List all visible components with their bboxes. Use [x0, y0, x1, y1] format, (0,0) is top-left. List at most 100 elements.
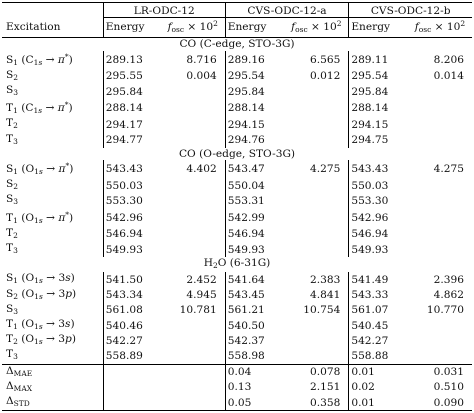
- table-row: S3 553.30 553.31 553.30: [2, 193, 472, 209]
- excitation-label: S3: [6, 302, 19, 316]
- table-row: T3 294.77 294.76 294.75: [2, 132, 472, 148]
- lr-fosc-cell: [161, 242, 225, 257]
- excitation-label: S2 (O1s → 3p): [6, 287, 77, 301]
- lr-energy-cell: 295.55: [102, 68, 161, 85]
- cvs-b-energy-cell: 295.54: [348, 68, 408, 85]
- lr-fosc-cell: [161, 193, 225, 208]
- cvs-a-fosc-cell: [284, 133, 348, 148]
- cvs-b-energy-cell: 549.93: [348, 242, 408, 258]
- cvs-b-fosc-cell: 0.090: [433, 396, 464, 409]
- cvs-b-energy-cell: 295.84: [348, 84, 408, 100]
- cvs-b-energy-cell: 288.14: [348, 99, 408, 118]
- group-header-cvs-a: CVS-ODC-12-a: [224, 3, 349, 19]
- lr-energy-cell: 294.17: [102, 117, 161, 133]
- stats-row: ΔMAX 0.13 2.151 0.02 0.510: [2, 379, 472, 396]
- lr-fosc-cell: [161, 348, 225, 364]
- lr-energy-cell: 549.93: [102, 242, 161, 258]
- cvs-b-energy-cell: 0.01: [348, 395, 408, 411]
- table-row: S2 (O1s → 3p) 543.34 4.945 543.45 4.841 543.3…: [2, 287, 472, 303]
- cvs-a-fosc-cell: [284, 318, 348, 333]
- group-header-row: LR-ODC-12 CVS-ODC-12-a CVS-ODC-12-b: [2, 3, 472, 19]
- cvs-b-energy-cell: 294.75: [348, 132, 408, 148]
- table-row: S1 (O1s → π*) 543.43 4.402 543.47 4.275 543.4…: [2, 160, 472, 179]
- lr-energy-cell: [102, 379, 161, 396]
- cvs-a-energy-cell: 540.50: [224, 318, 285, 334]
- table-row: T1 (O1s → π*) 542.96 542.99 542.96: [2, 208, 472, 227]
- lr-energy-cell: 288.14: [102, 99, 161, 118]
- cvs-a-energy-cell: 543.47: [224, 160, 285, 179]
- col-header-energy: Energy: [102, 17, 161, 38]
- lr-energy-cell: 541.50: [102, 272, 161, 288]
- cvs-a-energy-cell: 550.04: [224, 178, 285, 194]
- cvs-a-fosc-cell: 4.275: [310, 163, 341, 176]
- lr-energy-cell: 294.77: [102, 132, 161, 148]
- cvs-a-energy-cell: 561.21: [224, 302, 285, 319]
- excitation-label: T3: [6, 348, 18, 362]
- stats-row: ΔSTD 0.05 0.358 0.01 0.090: [2, 395, 472, 411]
- cvs-a-energy-cell: 0.13: [224, 379, 285, 396]
- cvs-b-energy-cell: 561.07: [348, 302, 408, 319]
- cvs-b-energy-cell: 542.96: [348, 208, 408, 227]
- section-title-row: CO (C-edge, STO-3G): [2, 38, 472, 50]
- excitation-label: T2: [6, 117, 18, 131]
- lr-energy-cell: 553.30: [102, 193, 161, 209]
- table-row: T2 (O1s → 3p) 542.27 542.37 542.27: [2, 333, 472, 349]
- cvs-b-fosc-cell: [408, 333, 472, 348]
- cvs-a-energy-cell: 541.64: [224, 272, 285, 288]
- cvs-a-fosc-cell: [284, 333, 348, 348]
- cvs-b-energy-cell: 289.11: [348, 50, 408, 69]
- lr-fosc-cell: 8.716: [186, 53, 217, 66]
- section-title-row: CO (O-edge, STO-3G): [2, 148, 472, 160]
- group-header-cvs-b: CVS-ODC-12-b: [348, 3, 472, 19]
- lr-fosc-cell: 10.781: [179, 304, 217, 317]
- cvs-b-energy-cell: 558.88: [348, 348, 408, 365]
- cvs-b-energy-cell: 541.49: [348, 272, 408, 288]
- excitation-label: T2: [6, 226, 18, 240]
- table-row: T3 558.89 558.98 558.88: [2, 348, 472, 365]
- table-row: T3 549.93 549.93 549.93: [2, 242, 472, 258]
- stats-rule: [2, 363, 472, 365]
- cvs-b-fosc-cell: 4.862: [433, 289, 464, 302]
- cvs-a-energy-cell: 546.94: [224, 226, 285, 243]
- cvs-a-energy-cell: 543.45: [224, 287, 285, 303]
- excitation-label: T1 (O1s → 3s): [6, 318, 75, 332]
- cvs-b-fosc-cell: [408, 318, 472, 333]
- cvs-a-energy-cell: 558.98: [224, 348, 285, 365]
- cvs-a-energy-cell: 542.37: [224, 333, 285, 349]
- cvs-b-energy-cell: 294.15: [348, 117, 408, 133]
- cvs-b-energy-cell: 543.43: [348, 160, 408, 179]
- excitation-label: T2 (O1s → 3p): [6, 333, 76, 347]
- cvs-a-fosc-cell: [284, 348, 348, 364]
- lr-energy-cell: 542.27: [102, 333, 161, 349]
- excitation-label: T3: [6, 132, 18, 146]
- cvs-b-fosc-cell: 0.510: [433, 381, 464, 394]
- cvs-a-fosc-cell: 0.012: [310, 70, 341, 83]
- table-row: T2 546.94 546.94 546.94: [2, 226, 472, 243]
- row-header-label: Excitation: [6, 20, 61, 33]
- col-header-fosc: fosc × 102: [414, 19, 466, 35]
- table-row: S3 295.84 295.84 295.84: [2, 84, 472, 100]
- lr-fosc-cell: [161, 209, 225, 227]
- cvs-a-energy-cell: 295.54: [224, 68, 285, 85]
- lr-energy-cell: 561.08: [102, 302, 161, 319]
- col-header-energy: Energy: [224, 17, 285, 38]
- cvs-a-fosc-cell: 4.841: [310, 289, 341, 302]
- col-header-fosc: fosc × 102: [167, 19, 218, 35]
- cvs-a-fosc-cell: 2.383: [310, 273, 341, 286]
- lr-fosc-cell: 4.402: [186, 163, 217, 176]
- cvs-a-fosc-cell: [284, 117, 348, 132]
- cvs-b-energy-cell: 550.03: [348, 178, 408, 194]
- cvs-b-energy-cell: 0.02: [348, 379, 408, 396]
- cvs-b-energy-cell: 0.01: [348, 364, 408, 380]
- cvs-b-fosc-cell: [408, 178, 472, 193]
- lr-energy-cell: 295.84: [102, 84, 161, 100]
- excitation-label: S3: [6, 84, 19, 98]
- lr-energy-cell: 540.46: [102, 318, 161, 334]
- cvs-a-energy-cell: 294.76: [224, 132, 285, 148]
- cvs-a-fosc-cell: 6.565: [310, 53, 341, 66]
- cvs-a-energy-cell: 542.99: [224, 208, 285, 227]
- excitation-label: T1 (C1s → π*): [6, 100, 73, 116]
- cvs-b-energy-cell: 540.45: [348, 318, 408, 334]
